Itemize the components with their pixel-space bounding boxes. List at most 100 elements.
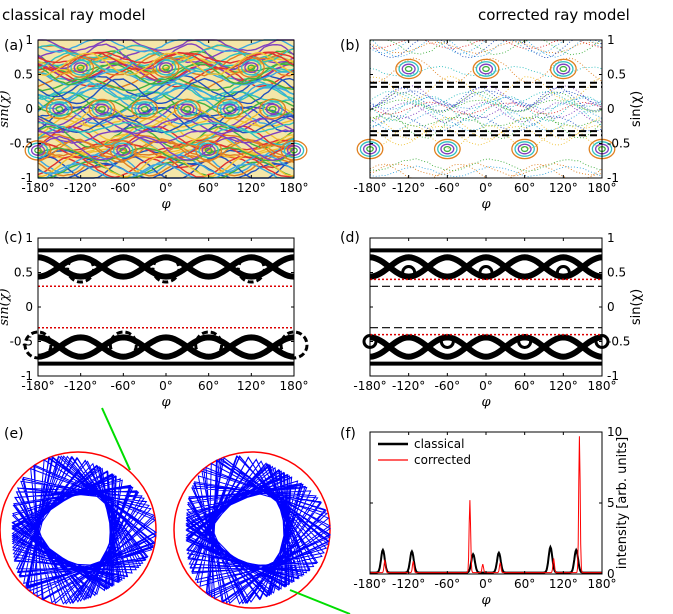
island-ring (140, 105, 149, 113)
y-tick-label: -0.5 (607, 137, 630, 151)
orbit-curve (369, 91, 603, 113)
panel-label: (c) (4, 230, 23, 246)
orbit-curve (37, 90, 295, 103)
x-tick-label: 180° (588, 577, 617, 591)
panel-label: (d) (340, 230, 360, 246)
y-axis-label: intensity [arb. units] (615, 437, 630, 569)
x-tick-label: 0° (479, 577, 493, 591)
orbit-curve (37, 125, 295, 150)
island-ring (91, 101, 113, 117)
manifold-band (369, 254, 603, 280)
y-tick-label: -0.5 (10, 137, 33, 151)
y-axis-label: sin(χ) (629, 91, 644, 127)
y-tick-label: 0.5 (14, 266, 33, 280)
island-ring (55, 105, 64, 113)
x-tick-label: 60° (514, 379, 535, 393)
island-ring (88, 98, 116, 120)
island-ring (401, 63, 416, 75)
orbit-curve (369, 39, 602, 58)
island-ring (216, 98, 244, 120)
y-tick-label: 1 (25, 33, 33, 47)
orbit-curve (37, 144, 295, 157)
x-tick-label: -180° (353, 181, 386, 195)
orbit-curve (369, 96, 603, 110)
island-ring (549, 58, 577, 80)
island-ring (222, 103, 238, 115)
manifold-band (369, 334, 603, 360)
orbit-curve (37, 121, 295, 134)
x-tick-label: -120° (392, 577, 425, 591)
island-ring (177, 101, 198, 117)
orbit-curve (37, 91, 295, 116)
x-tick-label: -180° (353, 577, 386, 591)
orbit-curve (37, 51, 295, 77)
island-ring (195, 140, 223, 161)
orbit-curve (37, 86, 295, 101)
island-ring (268, 105, 277, 113)
x-tick-label: -120° (392, 181, 425, 195)
island-ring (437, 141, 458, 157)
island-ring (119, 147, 128, 154)
island-ring (226, 105, 234, 113)
y-axis-label: sin(χ) (0, 288, 12, 325)
axes-b: -180° -120° -60° 0° 60° 120° 180°-1 -0.5 0 0.5 1 φ s… (353, 33, 644, 212)
island-ring (265, 103, 280, 115)
x-tick-label: -60° (435, 577, 461, 591)
island-ring (520, 145, 529, 153)
orbit-curve (37, 105, 295, 128)
axes-f: classical corrected -180° -120° -60° 0° 60° 120… (353, 425, 630, 608)
island-loop (151, 254, 181, 284)
island-ring (511, 138, 539, 160)
x-axis-label: φ (481, 197, 491, 212)
island-loop (478, 265, 494, 280)
orbit-curve (369, 99, 603, 112)
orbit-curve (369, 100, 603, 127)
island-ring (219, 101, 241, 117)
island-ring (109, 140, 137, 161)
x-tick-label: 60° (514, 577, 535, 591)
island-loop (194, 330, 224, 360)
orbit-curve (37, 155, 295, 177)
orbit-curve (37, 129, 295, 144)
orbit-curve (369, 90, 603, 108)
island-ring (173, 98, 201, 120)
island-ring (70, 59, 91, 76)
x-tick-label: -120° (64, 379, 97, 393)
island-ring (152, 57, 180, 78)
manifold-band (37, 254, 295, 280)
manifold-band (37, 254, 295, 280)
panel-label: (e) (4, 426, 24, 442)
legend-label: classical (414, 437, 464, 451)
orbit-curve (369, 90, 603, 107)
y-tick-label: 0.5 (607, 266, 626, 280)
orbit-curve (37, 51, 295, 64)
orbit-curve (37, 98, 295, 117)
x-tick-label: 120° (237, 181, 266, 195)
ray-trajectory (185, 455, 331, 605)
y-axis-label: sin(χ) (0, 90, 12, 127)
orbit-curve (37, 70, 295, 86)
island-ring (204, 147, 213, 154)
x-axis-label: φ (481, 593, 491, 608)
orbit-curve (37, 82, 295, 110)
x-tick-label: 120° (549, 379, 578, 393)
x-tick-label: 60° (198, 181, 219, 195)
island-ring (198, 142, 219, 159)
island-ring (137, 103, 152, 115)
axes-a: -180° -120° -60° 0° 60° 120° 180° -1 -0.5 0 0.5 1 φ s… (0, 33, 308, 212)
island-ring (517, 143, 532, 155)
manifold-band (37, 334, 295, 360)
orbit-curve (369, 116, 603, 127)
island-ring (49, 101, 70, 117)
emission-ray (101, 407, 131, 471)
right-header: corrected ray model (478, 6, 630, 24)
x-tick-label: -60° (435, 181, 461, 195)
island-ring (262, 101, 283, 117)
x-tick-label: 180° (280, 379, 309, 393)
y-tick-label: -0.5 (607, 335, 630, 349)
emission-ray (289, 589, 351, 614)
y-tick-label: 1 (25, 231, 33, 245)
manifold-band (369, 334, 603, 360)
x-tick-label: 0° (159, 379, 173, 393)
orbit-curve (37, 125, 295, 150)
